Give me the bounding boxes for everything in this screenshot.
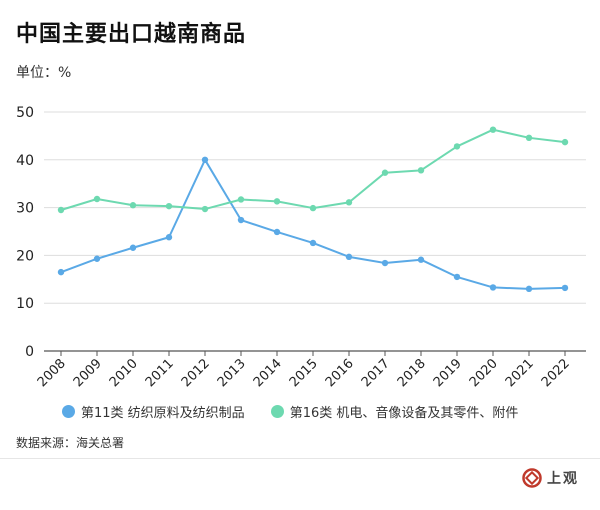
series-1-point[interactable] bbox=[561, 284, 569, 292]
legend-marker-series2 bbox=[270, 405, 284, 418]
series-1-point[interactable] bbox=[309, 239, 317, 247]
series-1-point[interactable] bbox=[381, 259, 389, 267]
x-tick-label: 2018 bbox=[395, 356, 429, 390]
series-1-line bbox=[60, 158, 566, 290]
series-1-point[interactable] bbox=[57, 268, 65, 276]
series-2-point[interactable] bbox=[489, 126, 497, 133]
series-lines bbox=[57, 126, 569, 293]
y-axis: 0 10 20 30 40 50 bbox=[16, 105, 34, 360]
chart-title: 中国主要出口越南商品 bbox=[16, 22, 247, 47]
legend-label-series2: 第16类 机电、音像设备及其零件、附件 bbox=[289, 406, 519, 421]
series-1-point[interactable] bbox=[417, 256, 425, 263]
shanghai-observer-logo-icon bbox=[522, 468, 542, 488]
line-chart: 0 10 20 30 40 50 2008 2009 2010 2011 2012 2013 2014… bbox=[16, 105, 586, 390]
y-tick-label: 0 bbox=[25, 344, 34, 360]
x-axis: 2008 2009 2010 2011 2012 2013 2014 2015 2016 2017… bbox=[35, 351, 573, 390]
series-1-point[interactable] bbox=[237, 216, 245, 224]
grid-lines bbox=[44, 111, 586, 352]
logo-text: 上观 bbox=[547, 471, 579, 487]
series-1 bbox=[57, 156, 569, 293]
series-1-point[interactable] bbox=[273, 228, 281, 236]
x-tick-label: 2022 bbox=[539, 356, 573, 390]
series-1-point[interactable] bbox=[345, 253, 353, 261]
series-2-point[interactable] bbox=[165, 202, 173, 210]
x-tick-label: 2016 bbox=[323, 356, 357, 390]
series-1-point[interactable] bbox=[93, 255, 101, 262]
series-2-point[interactable] bbox=[345, 199, 353, 206]
series-2 bbox=[57, 126, 569, 214]
y-tick-label: 20 bbox=[16, 248, 34, 264]
x-tick-label: 2013 bbox=[215, 356, 249, 390]
legend-item-series2[interactable]: 第16类 机电、音像设备及其零件、附件 bbox=[270, 402, 519, 421]
series-1-point[interactable] bbox=[489, 284, 497, 291]
series-1-point[interactable] bbox=[129, 244, 137, 251]
x-tick-label: 2020 bbox=[467, 356, 501, 390]
footer-divider bbox=[0, 458, 600, 459]
series-1-point[interactable] bbox=[525, 285, 533, 293]
series-2-point[interactable] bbox=[201, 205, 209, 213]
series-1-point[interactable] bbox=[453, 273, 461, 281]
series-2-point[interactable] bbox=[129, 202, 137, 209]
y-tick-label: 40 bbox=[16, 153, 34, 169]
legend-item-series1[interactable]: 第11类 纺织原料及纺织制品 bbox=[62, 402, 245, 421]
x-tick-label: 2017 bbox=[359, 356, 393, 390]
x-tick-label: 2019 bbox=[431, 356, 465, 390]
series-2-point[interactable] bbox=[381, 169, 389, 176]
x-tick-label: 2014 bbox=[251, 356, 285, 390]
series-2-point[interactable] bbox=[237, 196, 245, 203]
series-2-point[interactable] bbox=[525, 134, 533, 142]
series-2-point[interactable] bbox=[417, 167, 425, 174]
publisher-logo[interactable]: 上观 bbox=[522, 468, 579, 488]
series-2-point[interactable] bbox=[273, 198, 281, 205]
unit-label: 单位：% bbox=[16, 65, 72, 81]
y-tick-label: 30 bbox=[16, 201, 34, 217]
legend-label-series1: 第11类 纺织原料及纺织制品 bbox=[81, 406, 245, 421]
x-tick-label: 2009 bbox=[71, 356, 105, 390]
x-tick-label: 2015 bbox=[287, 356, 321, 390]
series-2-line bbox=[60, 128, 566, 211]
x-tick-label: 2012 bbox=[179, 356, 213, 390]
y-tick-label: 50 bbox=[16, 105, 34, 121]
legend: 第11类 纺织原料及纺织制品 第16类 机电、音像设备及其零件、附件 bbox=[62, 402, 518, 421]
data-source: 数据来源：海关总署 bbox=[16, 436, 125, 450]
series-2-point[interactable] bbox=[57, 206, 65, 214]
series-1-point[interactable] bbox=[165, 234, 173, 241]
x-tick-label: 2011 bbox=[143, 356, 177, 390]
legend-marker-series1 bbox=[62, 405, 75, 418]
x-tick-label: 2021 bbox=[503, 356, 537, 390]
series-2-point[interactable] bbox=[561, 138, 569, 146]
series-2-point[interactable] bbox=[453, 143, 461, 150]
x-tick-label: 2010 bbox=[107, 356, 141, 390]
series-2-point[interactable] bbox=[309, 204, 317, 212]
series-2-point[interactable] bbox=[93, 195, 101, 203]
series-1-point[interactable] bbox=[201, 156, 209, 163]
y-tick-label: 10 bbox=[16, 296, 34, 312]
x-tick-label: 2008 bbox=[35, 356, 69, 390]
